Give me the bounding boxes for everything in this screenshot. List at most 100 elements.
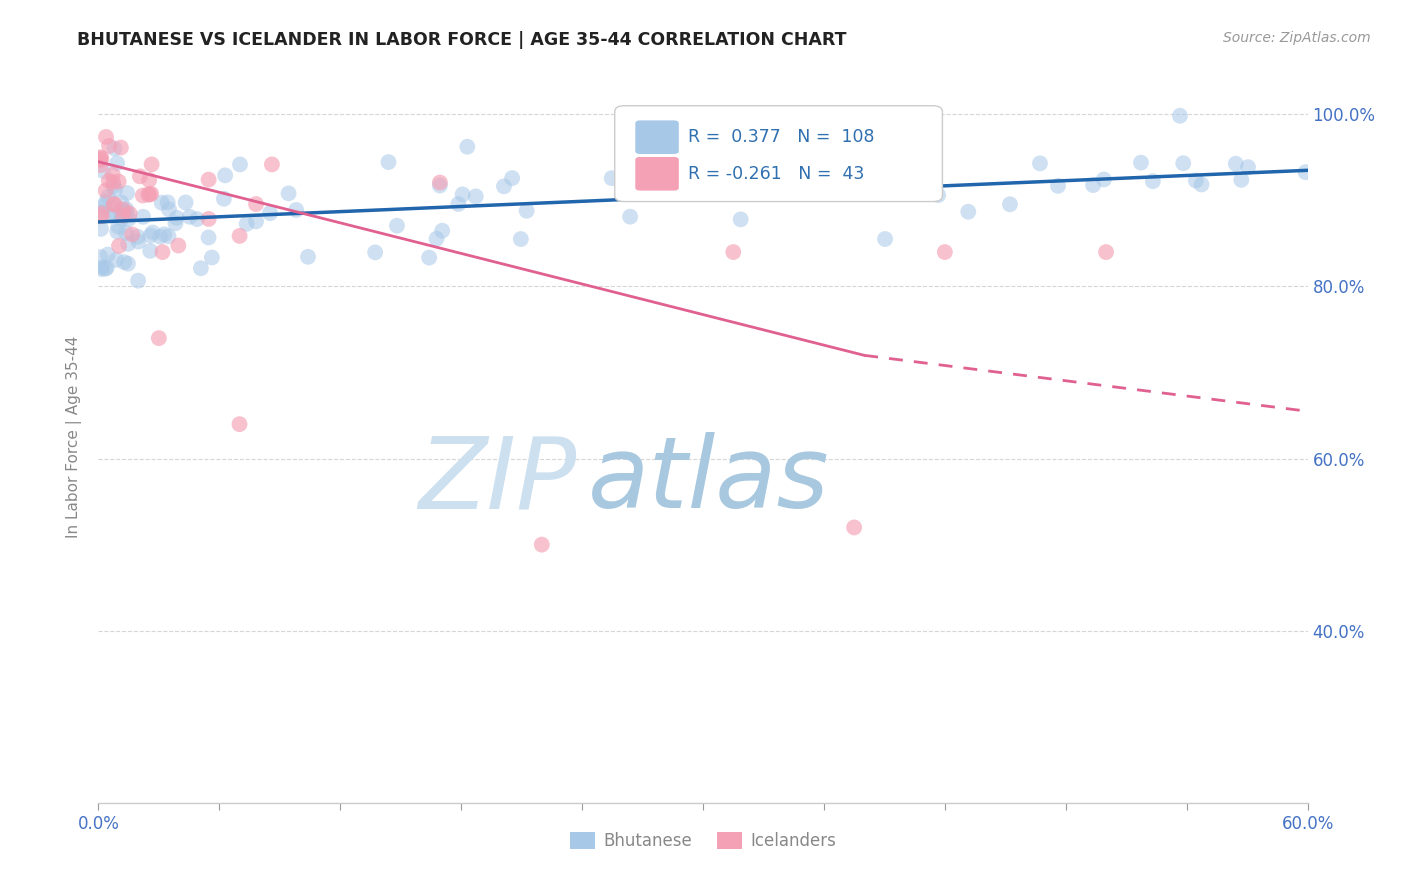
Point [451,187,474,202]
Point [830,173,852,187]
Point [105,225,128,239]
Point [690,163,713,178]
Point [429,178,451,193]
Point [1142,174,1164,188]
Point [107,175,129,189]
Point [110,140,132,154]
Point [157,202,180,217]
FancyBboxPatch shape [614,106,942,202]
Point [142,226,165,240]
Point [97,190,120,204]
Point [1168,109,1191,123]
Text: BHUTANESE VS ICELANDER IN LABOR FORCE | AGE 35-44 CORRELATION CHART: BHUTANESE VS ICELANDER IN LABOR FORCE | … [77,31,846,49]
Point [127,229,149,244]
Point [723,245,745,260]
Point [118,207,141,221]
Point [117,236,139,251]
Point [156,195,179,210]
Point [127,235,149,249]
Point [101,175,124,189]
FancyBboxPatch shape [636,157,679,191]
Point [103,197,125,211]
Point [90,206,112,220]
Legend: Bhutanese, Icelanders: Bhutanese, Icelanders [564,825,842,856]
Point [432,224,454,238]
Point [1191,178,1213,192]
Point [94,194,117,209]
Point [112,255,135,269]
Point [93,199,115,213]
Point [105,156,128,170]
Point [797,161,820,175]
Point [844,520,866,534]
Point [103,197,125,211]
Point [297,250,319,264]
Point [141,157,163,171]
Point [101,168,124,182]
Point [105,252,128,267]
Point [197,230,219,244]
Point [179,210,201,224]
Point [260,157,283,171]
Point [873,232,896,246]
Point [110,195,132,210]
Point [364,245,387,260]
Point [112,202,135,217]
Point [115,226,138,240]
Point [277,186,299,201]
Point [245,197,267,211]
Point [157,229,180,244]
Point [148,331,170,345]
Text: atlas: atlas [588,433,830,530]
Point [117,257,139,271]
Point [89,153,111,167]
Point [111,208,134,222]
Point [492,179,515,194]
Point [197,172,219,186]
Point [90,204,112,219]
Point [1046,178,1069,193]
Point [90,262,112,277]
Point [456,139,478,153]
Point [425,232,447,246]
Text: ZIP: ZIP [418,433,576,530]
Point [228,228,250,243]
Point [121,227,143,242]
Point [464,189,486,203]
Point [89,250,111,264]
Point [1230,173,1253,187]
Point [501,171,523,186]
Y-axis label: In Labor Force | Age 35-44: In Labor Force | Age 35-44 [66,336,83,538]
Point [186,212,208,227]
Point [742,176,765,190]
Point [110,211,132,226]
Point [129,169,152,184]
Point [190,261,212,276]
Point [927,188,949,202]
Point [214,169,236,183]
Point [1095,245,1118,260]
Point [138,173,160,187]
Point [245,214,267,228]
Point [96,260,118,275]
Point [115,202,138,216]
Point [165,216,187,230]
Point [957,204,980,219]
Point [118,211,141,226]
Point [658,182,681,196]
Point [94,261,117,276]
Point [785,177,807,191]
Point [101,207,124,221]
Point [1029,156,1052,170]
Point [197,211,219,226]
Point [516,203,538,218]
Point [167,238,190,252]
Point [730,212,752,227]
Point [418,251,440,265]
Point [235,217,257,231]
Point [139,228,162,243]
FancyBboxPatch shape [636,120,679,154]
Point [97,174,120,188]
Point [115,186,138,200]
Point [720,141,742,155]
